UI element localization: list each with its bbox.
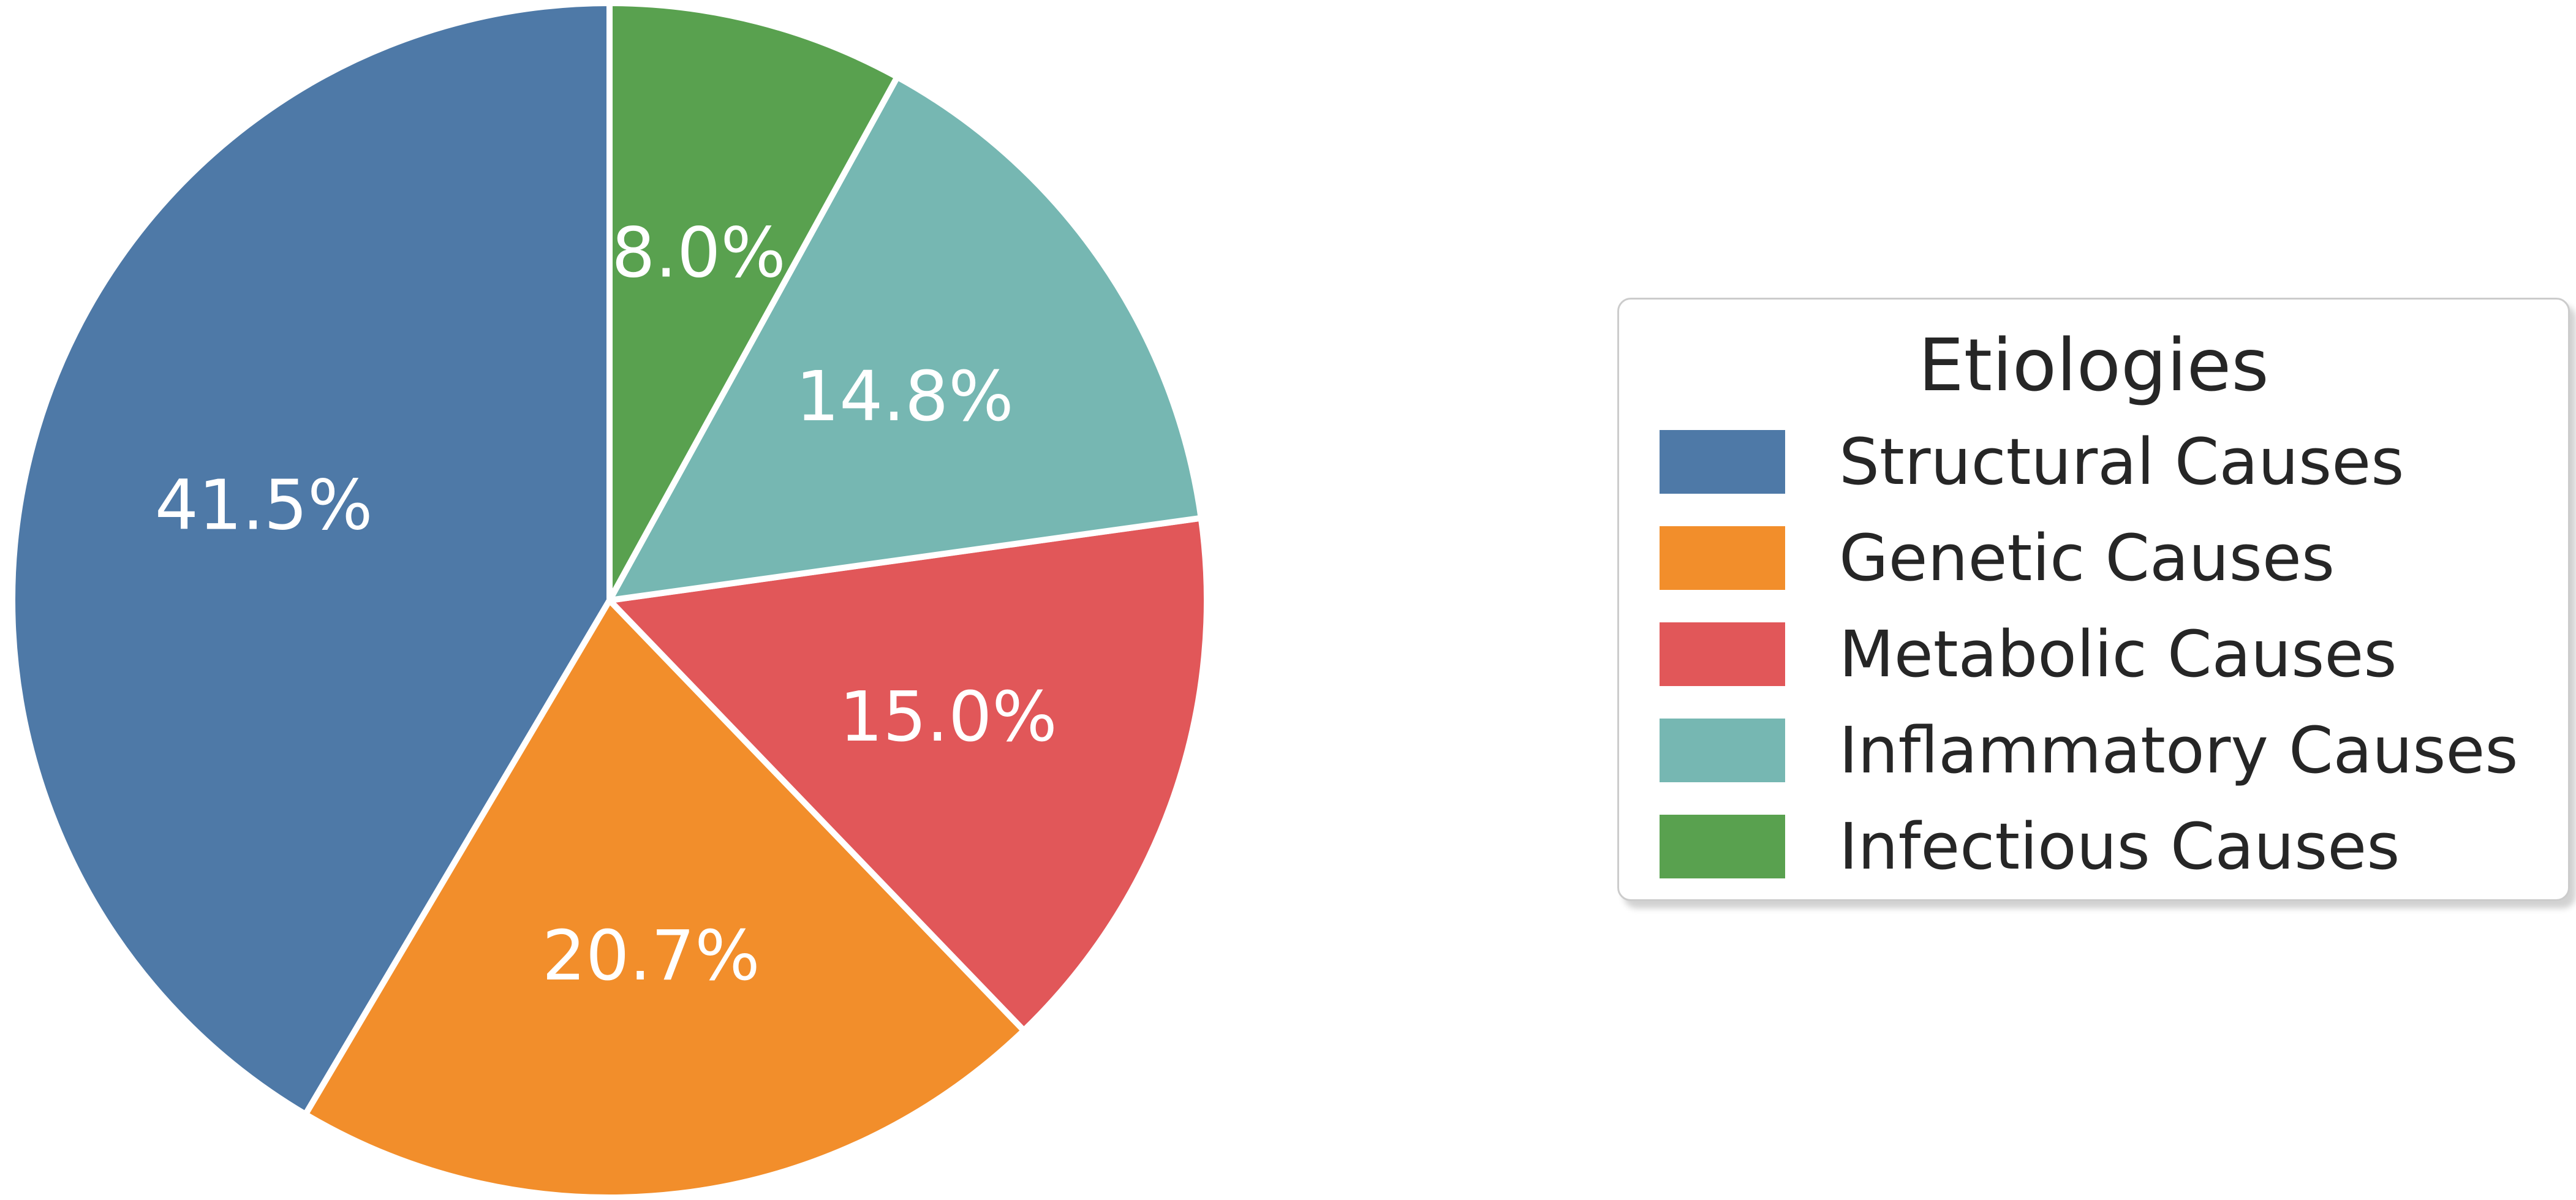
legend-swatch-structural-causes bbox=[1660, 429, 1785, 494]
legend-label: Inflammatory Causes bbox=[1839, 712, 2518, 788]
legend-item-metabolic-causes: Metabolic Causes bbox=[1619, 606, 2568, 702]
legend-label: Infectious Causes bbox=[1839, 809, 2400, 884]
slice-percentage-label-metabolic-causes: 15.0% bbox=[839, 677, 1057, 757]
legend-item-genetic-causes: Genetic Causes bbox=[1619, 510, 2568, 606]
pie-slice-infectious-causes bbox=[606, 0, 901, 603]
slice-percentage-label-inflammatory-causes: 14.8% bbox=[796, 357, 1014, 437]
pie-slice-genetic-causes bbox=[302, 597, 1027, 1200]
legend-swatch-infectious-causes bbox=[1660, 814, 1785, 878]
legend-label: Metabolic Causes bbox=[1839, 616, 2397, 692]
pie-slice-metabolic-causes bbox=[606, 515, 1210, 1034]
legend-title: Etiologies bbox=[1918, 323, 2269, 407]
pie-slice-structural-causes bbox=[9, 0, 613, 1118]
slice-percentage-label-structural-causes: 41.5% bbox=[155, 466, 373, 546]
legend-swatch-metabolic-causes bbox=[1660, 622, 1785, 686]
slice-percentage-label-infectious-causes: 8.0% bbox=[611, 213, 786, 293]
legend-label: Genetic Causes bbox=[1839, 520, 2335, 595]
legend-item-inflammatory-causes: Inflammatory Causes bbox=[1619, 702, 2568, 798]
legend-swatch-inflammatory-causes bbox=[1660, 718, 1785, 782]
legend-label: Structural Causes bbox=[1839, 424, 2404, 499]
legend: Etiologies Structural Causes Genetic Caus… bbox=[1617, 298, 2570, 901]
pie-slice-inflammatory-causes bbox=[606, 74, 1204, 603]
legend-item-infectious-causes: Infectious Causes bbox=[1619, 798, 2568, 894]
legend-item-structural-causes: Structural Causes bbox=[1619, 413, 2568, 510]
slice-percentage-label-genetic-causes: 20.7% bbox=[542, 916, 760, 996]
legend-swatch-genetic-causes bbox=[1660, 526, 1785, 590]
legend-items: Structural Causes Genetic Causes Metabolic… bbox=[1619, 413, 2568, 894]
